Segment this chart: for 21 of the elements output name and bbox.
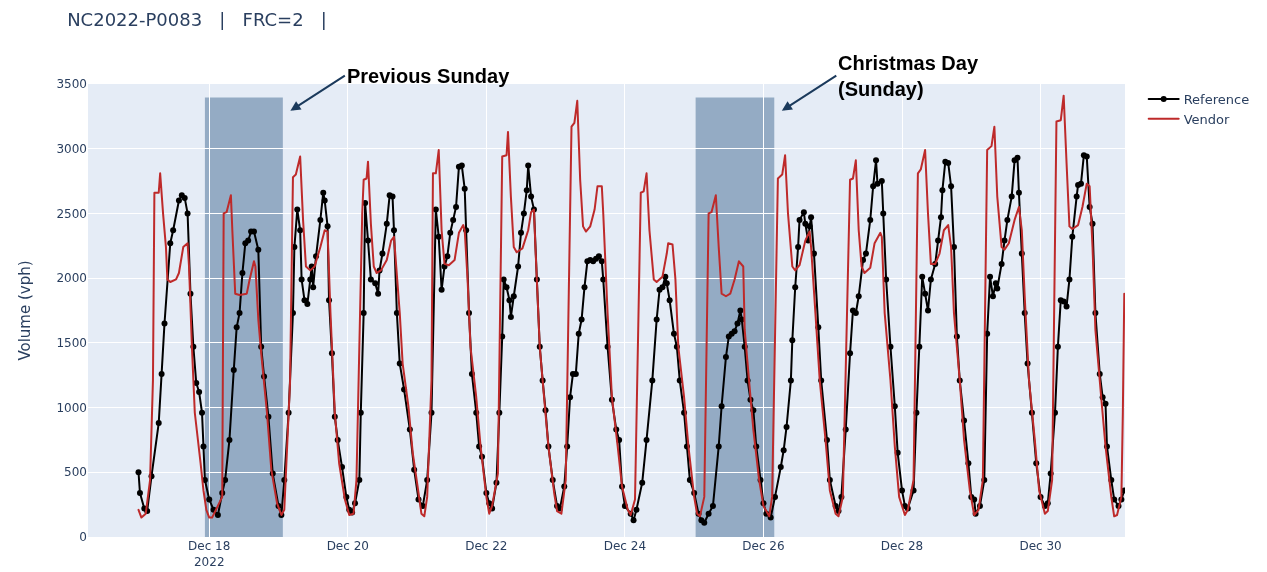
- y-tick-label: 3500: [56, 77, 87, 92]
- y-tick-label: 2000: [56, 271, 87, 286]
- band-label: Christmas Day (Sunday): [838, 52, 979, 100]
- legend-label: Vendor: [1183, 111, 1230, 127]
- y-tick-label: 0: [79, 530, 87, 545]
- x-tick-label: Dec 20: [326, 539, 369, 553]
- x-tick-label: Dec 24: [603, 539, 647, 553]
- y-tick-label: 500: [64, 465, 87, 480]
- y-axis-title: Volume (vph): [15, 260, 34, 361]
- x-tick-label: Dec 30: [1019, 539, 1062, 553]
- x-tick-label: Dec 26: [742, 539, 785, 553]
- x-tick-label: Dec 22: [465, 539, 508, 553]
- chart-title: NC2022-P0083 | FRC=2 |: [67, 9, 327, 31]
- x-tick-label: Dec 18 2022: [188, 539, 231, 569]
- y-tick-label: 2500: [56, 206, 87, 221]
- legend-label: Reference: [1183, 92, 1250, 108]
- y-tick-label: 3000: [56, 141, 87, 156]
- y-tick-label: 1500: [56, 336, 87, 351]
- band-label: Previous Sunday: [347, 65, 511, 87]
- y-tick-label: 1000: [56, 400, 87, 415]
- x-tick-label: Dec 28: [880, 539, 924, 553]
